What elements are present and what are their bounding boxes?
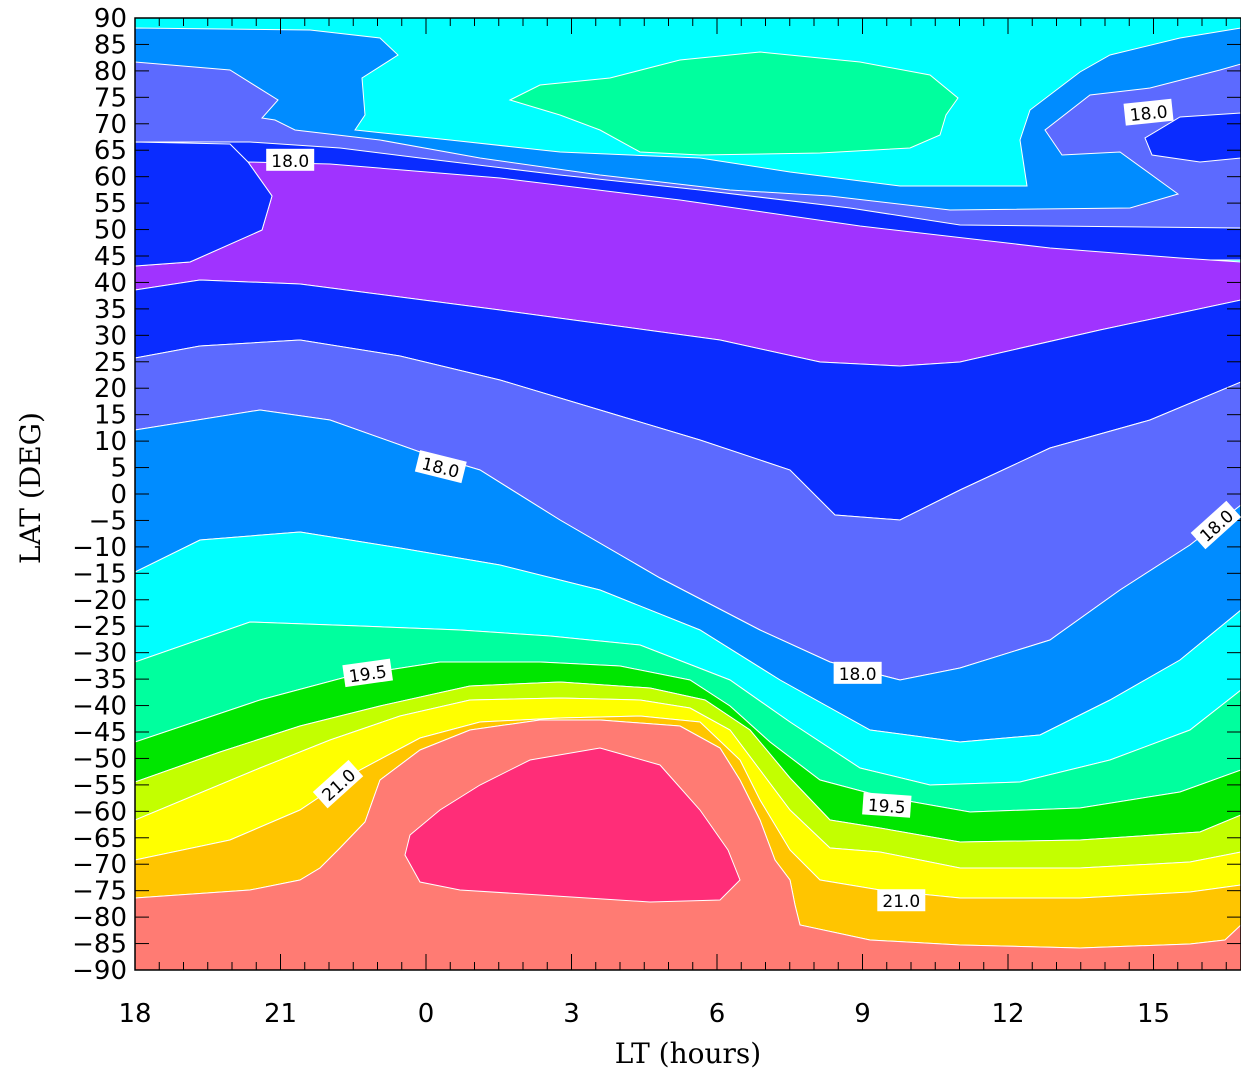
contour-label: 21.0	[877, 889, 926, 912]
contour-label-text: 21.0	[882, 892, 920, 912]
y-tick-label: −30	[72, 639, 127, 669]
y-tick-label: 45	[94, 242, 127, 272]
y-tick-label: 70	[94, 110, 127, 140]
contour-label: 18.0	[414, 450, 467, 484]
contour-label: 18.0	[266, 148, 315, 172]
fill-mint-north-blob	[508, 51, 959, 156]
y-tick-label: −80	[72, 903, 127, 933]
y-tick-label: 35	[94, 295, 127, 325]
contour-labels: 18.018.018.018.018.019.519.521.021.0	[266, 98, 1241, 912]
x-tick-label: 12	[991, 999, 1024, 1029]
x-tick-label: 6	[709, 999, 726, 1029]
y-tick-label: 40	[94, 268, 127, 298]
y-tick-label: −75	[72, 877, 127, 907]
y-tick-label: 10	[94, 427, 127, 457]
contour-label-bg	[1190, 500, 1241, 550]
y-tick-label: 90	[94, 4, 127, 34]
contour-label-bg	[833, 661, 882, 684]
y-tick-label: 60	[94, 163, 127, 193]
contour-label-bg	[414, 450, 467, 484]
fill-blue-west-pocket	[135, 141, 273, 267]
y-tick-label: 85	[94, 30, 127, 60]
y-tick-label: −45	[72, 718, 127, 748]
y-tick-label: −90	[72, 956, 127, 986]
y-tick-label: 50	[94, 216, 127, 246]
x-tick-label: 0	[418, 999, 435, 1029]
y-tick-label: −25	[72, 612, 127, 642]
x-tick-label: 18	[118, 999, 151, 1029]
y-tick-label: −10	[72, 533, 127, 563]
contour-label: 19.5	[342, 658, 393, 688]
y-tick-label: 0	[110, 480, 127, 510]
y-axis-label: LAT (DEG)	[14, 412, 47, 564]
y-tick-label: 15	[94, 401, 127, 431]
contour-label-text: 18.0	[839, 665, 877, 685]
y-tick-label: −20	[72, 586, 127, 616]
y-tick-label: 20	[94, 374, 127, 404]
y-tick-label: −40	[72, 692, 127, 722]
y-tick-label: 75	[94, 83, 127, 113]
y-tick-label: 80	[94, 57, 127, 87]
y-tick-label: 65	[94, 136, 127, 166]
y-tick-label: 55	[94, 189, 127, 219]
x-tick-label: 9	[854, 999, 871, 1029]
fill-magenta-core	[404, 747, 741, 903]
y-tick-label: 5	[110, 454, 127, 484]
x-tick-label: 15	[1137, 999, 1170, 1029]
contour-label: 19.5	[862, 792, 912, 819]
contour-label-bg	[312, 759, 364, 809]
y-tick-label: −5	[89, 506, 127, 536]
y-tick-label: 30	[94, 321, 127, 351]
y-tick-label: −60	[72, 797, 127, 827]
contour-label-text: 18.0	[1129, 102, 1169, 126]
contour-label-bg	[862, 792, 912, 818]
y-tick-label: −85	[72, 930, 127, 960]
x-tick-label: 3	[563, 999, 580, 1029]
contour-label-text: 18.0	[271, 152, 309, 172]
y-axis-ticks: 908580757065605550454035302520151050−5−1…	[72, 4, 1241, 986]
fill-blue-north-cap-right	[1144, 112, 1241, 163]
y-tick-label: −65	[72, 824, 127, 854]
contour-label: 18.0	[1123, 98, 1174, 126]
x-axis-label: LT (hours)	[615, 1037, 761, 1070]
y-tick-label: −15	[72, 559, 127, 589]
y-tick-label: −50	[72, 744, 127, 774]
contour-label-bg	[342, 658, 393, 688]
y-tick-label: −55	[72, 771, 127, 801]
contour-label-bg	[877, 889, 926, 912]
contour-label-bg	[1123, 98, 1174, 126]
y-tick-label: −70	[72, 850, 127, 880]
contour-label-text: 19.5	[867, 796, 906, 819]
x-axis-ticks: 18 21 0 3 6 9 12 15	[118, 18, 1227, 1029]
y-tick-label: −35	[72, 665, 127, 695]
contour-fills	[135, 18, 1241, 970]
x-tick-label: 21	[264, 999, 297, 1029]
y-tick-label: 25	[94, 348, 127, 378]
contour-label: 18.0	[833, 661, 882, 685]
contour-label-bg	[266, 148, 315, 171]
